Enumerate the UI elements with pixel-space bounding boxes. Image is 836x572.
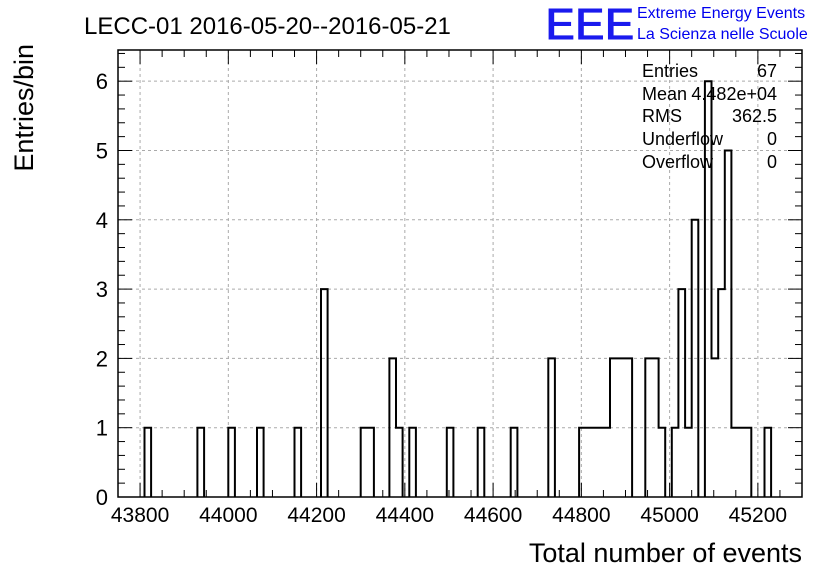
histogram-bin xyxy=(712,358,719,497)
histogram-bin xyxy=(295,428,302,497)
stats-overflow-label: Overflow xyxy=(642,152,714,172)
histogram-bin xyxy=(361,428,374,497)
axis-ticks xyxy=(117,50,803,498)
histogram-bin xyxy=(685,428,692,497)
stats-mean-label: Mean xyxy=(642,84,687,104)
x-tick-labels: 43800 44000 44200 44400 44600 44800 45000 45200 xyxy=(111,504,787,527)
logo-line-1: Extreme Energy Events xyxy=(637,5,805,22)
stats-entries-label: Entries xyxy=(642,61,698,81)
y-tick-label: 5 xyxy=(96,138,108,163)
x-tick-label: 44200 xyxy=(287,504,345,527)
stats-rms-label: RMS xyxy=(642,106,682,126)
histogram-bins xyxy=(143,80,773,497)
stats-mean-value: 4.482e+04 xyxy=(691,84,777,104)
y-tick-label: 2 xyxy=(96,346,108,371)
histogram-bin xyxy=(197,428,204,497)
histogram-bin xyxy=(645,358,658,497)
y-tick-label: 0 xyxy=(96,485,108,510)
y-axis-label: Entries/bin xyxy=(9,44,39,172)
histogram-bin xyxy=(228,428,235,497)
x-tick-label: 44800 xyxy=(552,504,610,527)
x-tick-label: 44400 xyxy=(376,504,434,527)
histogram-bin xyxy=(731,428,738,497)
logo-eee-text: EEE xyxy=(545,0,634,50)
histogram-bin xyxy=(511,428,518,497)
eee-logo: EEE Extreme Energy Events La Scienza nel… xyxy=(545,0,808,51)
stats-rms-value: 362.5 xyxy=(732,106,777,126)
x-tick-label: 43800 xyxy=(111,504,169,527)
histogram-bin xyxy=(764,428,771,497)
y-tick-label: 1 xyxy=(96,416,108,441)
stats-overflow-value: 0 xyxy=(767,152,777,172)
histogram-bin xyxy=(659,428,666,497)
histogram-bin xyxy=(396,428,403,497)
y-tick-labels: 0 1 2 3 4 5 6 xyxy=(96,69,108,510)
histogram-bin xyxy=(409,428,416,497)
x-tick-label: 45000 xyxy=(640,504,698,527)
y-tick-label: 3 xyxy=(96,277,108,302)
stats-underflow-label: Underflow xyxy=(642,129,724,149)
histogram-bin xyxy=(389,358,396,497)
histogram-bin xyxy=(738,428,751,497)
histogram-bin xyxy=(478,428,485,497)
plot-frame xyxy=(117,49,803,498)
histogram-bin xyxy=(672,428,679,497)
histogram-bin xyxy=(725,150,732,497)
y-tick-label: 4 xyxy=(96,208,108,233)
stats-box: Entries 67 Mean 4.482e+04 RMS 362.5 Unde… xyxy=(642,61,777,172)
y-tick-label: 6 xyxy=(96,69,108,94)
x-tick-label: 45200 xyxy=(729,504,787,527)
logo-line-2: La Scienza nelle Scuole xyxy=(637,26,808,43)
stats-underflow-value: 0 xyxy=(767,129,777,149)
chart-title: LECC-01 2016-05-20--2016-05-21 xyxy=(84,13,451,40)
histogram-bin xyxy=(678,289,685,497)
histogram-bin xyxy=(447,428,454,497)
x-tick-label: 44600 xyxy=(464,504,522,527)
histogram-bin xyxy=(321,289,328,497)
stats-entries-value: 67 xyxy=(757,61,777,81)
grid-lines xyxy=(118,50,802,497)
histogram-bin xyxy=(610,358,632,497)
histogram-bin xyxy=(718,289,725,497)
histogram-outline xyxy=(143,80,773,497)
x-tick-label: 44000 xyxy=(199,504,257,527)
histogram-bin xyxy=(257,428,264,497)
histogram-bin xyxy=(579,428,610,497)
histogram-bin xyxy=(144,428,151,497)
histogram-bin xyxy=(548,358,555,497)
x-axis-label: Total number of events xyxy=(529,538,802,568)
histogram-bin xyxy=(692,220,699,497)
